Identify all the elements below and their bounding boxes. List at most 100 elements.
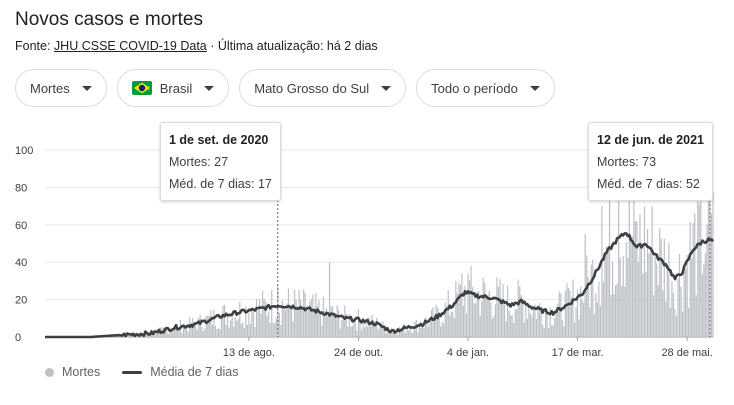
bar-mortes <box>339 328 341 337</box>
bar-mortes <box>481 301 483 337</box>
bar-mortes <box>412 331 414 337</box>
bar-mortes <box>605 247 608 337</box>
bar-mortes <box>500 302 503 337</box>
bar-mortes <box>300 299 302 337</box>
y-tick-label: 80 <box>15 182 27 194</box>
tooltip-deaths: Mortes: 27 <box>169 155 229 169</box>
chart-legend: Mortes Média de 7 dias <box>45 365 238 379</box>
bar-mortes <box>426 321 428 337</box>
bar-mortes <box>546 312 548 337</box>
bar-mortes <box>566 283 568 337</box>
bar-mortes <box>473 303 475 337</box>
bar-mortes <box>686 255 688 337</box>
bar-mortes <box>129 335 131 337</box>
bar-mortes <box>277 286 279 337</box>
bar-mortes <box>233 326 235 337</box>
bar-mortes <box>394 331 396 337</box>
bar-mortes <box>494 304 497 337</box>
bar-mortes <box>669 308 672 337</box>
bar-mortes <box>575 307 577 337</box>
bar-mortes <box>411 332 413 337</box>
bar-mortes <box>551 325 553 337</box>
bar-mortes <box>245 306 247 337</box>
bar-mortes <box>312 294 314 337</box>
bar-mortes <box>534 304 536 337</box>
bar-mortes <box>665 301 667 337</box>
bar-mortes <box>461 273 463 337</box>
bar-mortes <box>391 331 393 337</box>
bar-mortes <box>639 214 641 337</box>
bar-mortes <box>659 227 661 337</box>
bar-mortes <box>475 303 477 337</box>
bar-mortes <box>368 317 370 337</box>
bar-mortes <box>205 316 207 337</box>
bar-mortes <box>683 266 685 337</box>
bar-mortes <box>219 329 221 337</box>
bar-mortes <box>557 303 559 337</box>
bar-mortes <box>572 279 574 337</box>
tooltip-jun-2021: 12 de jun. de 2021 Mortes: 73 Méd. de 7 … <box>588 122 713 201</box>
bar-mortes <box>341 320 343 337</box>
bar-mortes <box>408 330 410 337</box>
bar-mortes <box>688 307 690 337</box>
source-prefix: Fonte: <box>15 39 54 53</box>
bar-mortes <box>169 330 171 337</box>
bar-mortes <box>511 315 513 337</box>
legend-bar-swatch <box>45 367 54 377</box>
bar-mortes <box>596 302 598 337</box>
metric-dropdown[interactable]: Mortes <box>15 69 107 107</box>
bar-mortes <box>359 319 361 337</box>
bar-mortes <box>144 333 147 337</box>
bar-mortes <box>365 317 367 337</box>
bar-mortes <box>570 297 573 337</box>
bar-mortes <box>593 314 595 337</box>
bar-mortes <box>640 247 643 337</box>
y-tick-label: 40 <box>15 257 27 269</box>
bar-mortes <box>465 313 468 337</box>
bar-mortes <box>624 286 626 337</box>
bar-mortes <box>333 314 335 337</box>
bar-mortes <box>519 286 521 337</box>
bar-mortes <box>468 280 471 337</box>
bar-mortes <box>283 307 285 337</box>
bar-mortes <box>386 332 388 337</box>
bar-mortes <box>580 286 582 337</box>
bar-mortes <box>217 327 220 337</box>
period-dropdown[interactable]: Todo o período <box>416 69 555 107</box>
bar-mortes <box>671 280 673 337</box>
bar-mortes <box>417 332 419 337</box>
bar-mortes <box>307 308 309 337</box>
bar-mortes <box>633 191 635 337</box>
bar-mortes <box>170 329 172 337</box>
bar-mortes <box>392 330 395 337</box>
region-dropdown-label: Mato Grosso do Sul <box>254 80 370 96</box>
bar-mortes <box>330 306 332 337</box>
source-link[interactable]: JHU CSSE COVID-19 Data <box>53 39 207 53</box>
deaths-chart[interactable]: 0 20 40 60 80 100 13 de ago. 24 de out. 4 de jan… <box>0 115 734 365</box>
bar-mortes <box>350 326 352 337</box>
bar-mortes <box>645 272 647 337</box>
bar-mortes <box>335 316 337 337</box>
bar-mortes <box>636 221 638 337</box>
bar-mortes <box>487 294 489 337</box>
bar-mortes <box>374 325 376 337</box>
bar-mortes <box>248 313 250 337</box>
bar-mortes <box>319 313 322 337</box>
bar-mortes <box>625 242 627 337</box>
bar-mortes <box>370 325 372 337</box>
bar-mortes <box>240 323 242 337</box>
bar-mortes <box>347 326 349 337</box>
bar-mortes <box>292 321 294 337</box>
bar-mortes <box>409 328 411 337</box>
bar-mortes <box>196 330 198 337</box>
bar-mortes <box>703 264 705 337</box>
bar-mortes <box>210 310 212 337</box>
x-tick-label: 4 de jan. <box>447 347 489 359</box>
bar-mortes <box>243 328 245 337</box>
bar-mortes <box>228 327 230 337</box>
country-dropdown[interactable]: Brasil <box>116 69 230 107</box>
bar-mortes <box>643 206 646 337</box>
region-dropdown[interactable]: Mato Grosso do Sul <box>239 69 407 107</box>
chevron-down-icon <box>529 85 540 91</box>
bar-mortes <box>414 322 416 337</box>
